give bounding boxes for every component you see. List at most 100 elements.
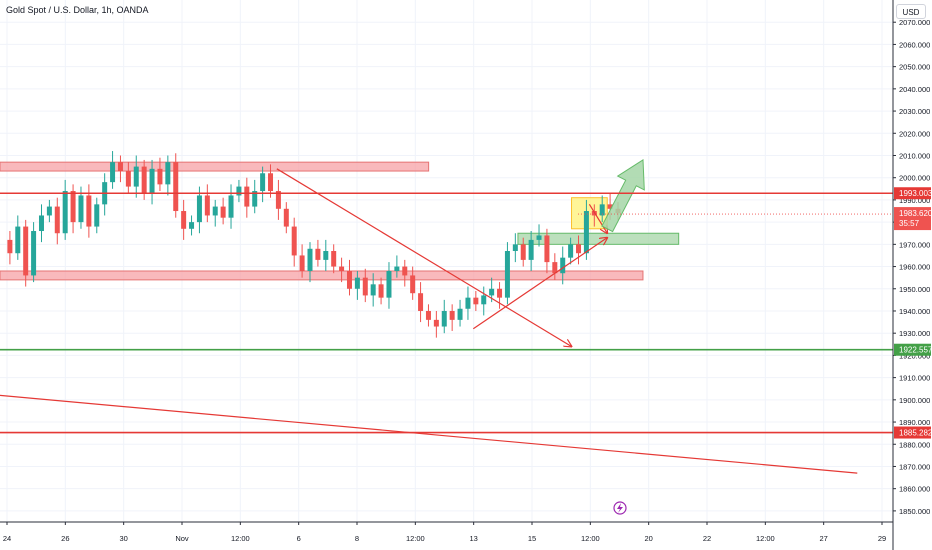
currency-button[interactable]: USD bbox=[896, 4, 926, 19]
price-axis[interactable] bbox=[893, 0, 932, 550]
candle[interactable] bbox=[212, 206, 218, 216]
candle[interactable] bbox=[125, 171, 131, 187]
candle[interactable] bbox=[544, 235, 550, 263]
time-tick-label: 12:00 bbox=[231, 534, 250, 543]
price-tick-label: 1970.000 bbox=[899, 240, 930, 249]
candle[interactable] bbox=[473, 297, 479, 305]
time-tick-label: 13 bbox=[469, 534, 477, 543]
bullish-projection-arrow[interactable] bbox=[601, 159, 645, 233]
candle[interactable] bbox=[607, 204, 613, 209]
candle[interactable] bbox=[110, 162, 116, 183]
candle[interactable] bbox=[536, 235, 542, 240]
candle[interactable] bbox=[512, 244, 518, 252]
trendline[interactable] bbox=[472, 238, 607, 330]
candle[interactable] bbox=[504, 251, 510, 298]
candle[interactable] bbox=[465, 297, 471, 309]
candle[interactable] bbox=[552, 262, 558, 274]
candle[interactable] bbox=[583, 211, 589, 254]
price-tick-label: 1910.000 bbox=[899, 374, 930, 383]
candle[interactable] bbox=[283, 208, 289, 227]
candle[interactable] bbox=[378, 284, 384, 298]
candle[interactable] bbox=[307, 248, 313, 271]
candle[interactable] bbox=[339, 266, 345, 271]
resistance-zone[interactable] bbox=[0, 161, 430, 172]
candle[interactable] bbox=[520, 244, 526, 260]
candle[interactable] bbox=[173, 162, 179, 212]
candle[interactable] bbox=[560, 257, 566, 274]
candle[interactable] bbox=[157, 168, 163, 185]
candle[interactable] bbox=[576, 244, 582, 254]
candle[interactable] bbox=[457, 308, 463, 320]
candle[interactable] bbox=[489, 288, 495, 296]
candle[interactable] bbox=[133, 166, 139, 187]
candle[interactable] bbox=[354, 277, 360, 289]
candle[interactable] bbox=[323, 251, 329, 260]
candle[interactable] bbox=[196, 195, 202, 223]
candle[interactable] bbox=[228, 195, 234, 218]
candle[interactable] bbox=[86, 195, 92, 227]
candle[interactable] bbox=[252, 191, 258, 207]
candle[interactable] bbox=[497, 288, 503, 298]
price-tick-label: 2020.000 bbox=[899, 129, 930, 138]
candle[interactable] bbox=[433, 319, 439, 327]
candle[interactable] bbox=[481, 295, 487, 305]
candle[interactable] bbox=[181, 211, 187, 229]
price-level-tag[interactable] bbox=[894, 426, 931, 439]
price-tick-label: 1920.000 bbox=[899, 351, 930, 360]
price-level-tag[interactable] bbox=[894, 187, 931, 200]
support-zone[interactable] bbox=[0, 270, 644, 281]
candle[interactable] bbox=[268, 173, 274, 192]
candle[interactable] bbox=[599, 204, 605, 216]
candle[interactable] bbox=[291, 226, 297, 256]
candle[interactable] bbox=[331, 251, 337, 267]
candle[interactable] bbox=[165, 162, 171, 185]
candle[interactable] bbox=[220, 206, 226, 218]
trendline[interactable] bbox=[0, 394, 858, 474]
candle[interactable] bbox=[15, 226, 21, 254]
symbol-title[interactable]: Gold Spot / U.S. Dollar, 1h, OANDA bbox=[6, 5, 149, 15]
current-price-tag[interactable] bbox=[894, 207, 931, 231]
candle[interactable] bbox=[236, 186, 242, 196]
candle[interactable] bbox=[149, 168, 155, 194]
candle[interactable] bbox=[275, 191, 281, 209]
candle[interactable] bbox=[299, 255, 305, 271]
candle[interactable] bbox=[362, 277, 368, 296]
candle[interactable] bbox=[78, 195, 84, 223]
candle[interactable] bbox=[117, 162, 123, 172]
candle[interactable] bbox=[70, 191, 76, 223]
time-tick-label: 24 bbox=[3, 534, 11, 543]
candle[interactable] bbox=[189, 222, 195, 229]
candle[interactable] bbox=[441, 310, 447, 327]
candle[interactable] bbox=[315, 248, 321, 260]
candle[interactable] bbox=[204, 195, 210, 216]
candle[interactable] bbox=[449, 310, 455, 320]
candle[interactable] bbox=[386, 270, 392, 298]
candle[interactable] bbox=[260, 173, 266, 192]
time-tick-label: 15 bbox=[528, 534, 536, 543]
candle[interactable] bbox=[141, 166, 147, 194]
candle[interactable] bbox=[46, 206, 52, 216]
candle[interactable] bbox=[346, 270, 352, 289]
candle[interactable] bbox=[31, 231, 37, 276]
candle[interactable] bbox=[54, 206, 60, 234]
candle[interactable] bbox=[23, 226, 29, 276]
trendline[interactable] bbox=[276, 168, 572, 347]
candle[interactable] bbox=[7, 239, 13, 254]
candle[interactable] bbox=[370, 284, 376, 296]
price-level-tag[interactable] bbox=[894, 343, 931, 356]
candle[interactable] bbox=[425, 310, 431, 320]
candle[interactable] bbox=[528, 239, 534, 260]
candle[interactable] bbox=[38, 215, 44, 232]
candle[interactable] bbox=[410, 275, 416, 294]
candle[interactable] bbox=[402, 266, 408, 276]
demand-zone[interactable] bbox=[517, 232, 680, 245]
candle[interactable] bbox=[418, 293, 424, 311]
candle[interactable] bbox=[244, 186, 250, 207]
candle[interactable] bbox=[394, 266, 400, 271]
bearish-projection-arrow[interactable] bbox=[588, 204, 607, 233]
candle[interactable] bbox=[568, 244, 574, 258]
candle[interactable] bbox=[94, 204, 100, 227]
candle[interactable] bbox=[62, 191, 68, 234]
time-tick-label: 12:00 bbox=[756, 534, 775, 543]
